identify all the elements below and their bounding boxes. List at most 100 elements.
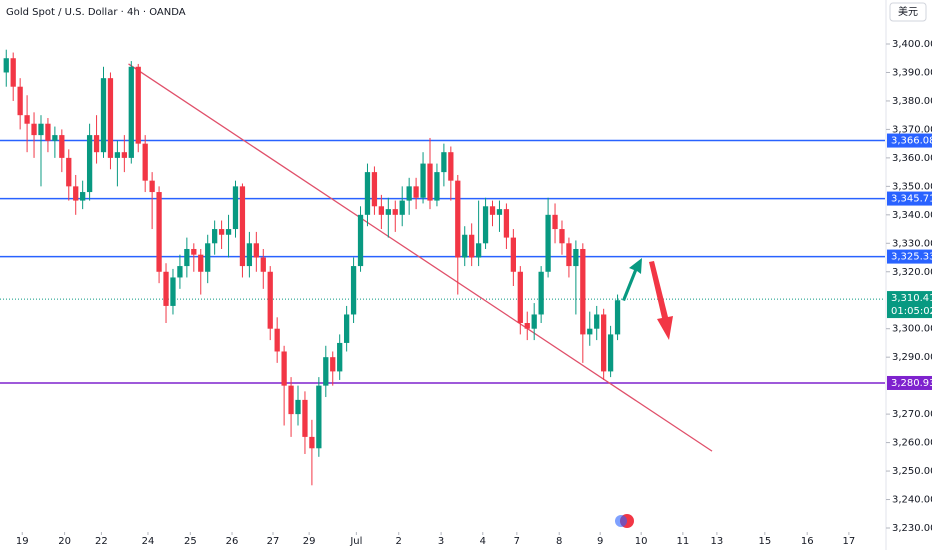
y-tick-label: 3,380.000 [892,96,932,107]
candle-body [337,342,343,372]
candle-body [163,271,169,306]
candle-body [156,192,162,272]
candle-body [552,214,558,230]
currency[interactable]: 美元 [898,5,918,18]
y-tick-label: 3,370.000 [892,124,932,135]
up-arrow [622,258,642,301]
candle-body [288,385,294,415]
x-tick-label: 19 [16,536,29,547]
y-tick-label: 3,270.000 [892,409,932,420]
candle-body [281,351,287,386]
y-tick-label: 3,360.000 [892,153,932,164]
candle-body [114,152,121,158]
candle-body [392,209,398,215]
candle-body [420,163,426,198]
x-tick-label: 4 [480,536,486,547]
y-tick-label: 3,300.000 [892,324,932,335]
x-tick-label: 17 [843,536,856,547]
candle-body [191,248,197,255]
candle-body [371,172,378,207]
candle-body [496,209,503,215]
candle-body [80,192,86,201]
candle-body [295,399,301,415]
y-tick-label: 3,260.000 [892,438,932,449]
x-tick-label: 29 [303,536,316,547]
candle-body [601,314,607,372]
candle-body [253,243,259,258]
level-label-box [887,191,932,206]
candle-body [66,157,72,187]
candle-body [170,277,176,306]
event-icon-back[interactable] [615,515,627,527]
x-tick-label: 15 [758,536,771,547]
candle-body [399,200,405,215]
x-tick-label: 11 [676,536,689,547]
candle-body [142,143,148,181]
y-tick-label: 3,400.000 [892,39,932,50]
y-tick-label: 3,350.000 [892,181,932,192]
x-tick-label: 8 [556,536,562,547]
event-icon[interactable] [615,514,634,528]
x-tick-label: 20 [58,536,71,547]
level-label: 3,325.333 [891,252,932,263]
x-tick-label: 26 [226,536,239,547]
candle-body [93,135,100,153]
currency-box[interactable] [889,2,927,22]
candle-body [31,123,37,136]
candle-body [566,243,572,267]
candle-body [594,314,600,329]
candle-body [378,206,385,215]
candle-body [225,229,232,235]
y-tick-label: 3,290.000 [892,352,932,363]
trendline [128,63,713,452]
candle-body [52,135,58,141]
y-tick-label: 3,320.000 [892,267,932,278]
candle-body [538,271,544,315]
y-tick-label: 3,250.000 [892,466,932,477]
candle-body [121,152,127,158]
candle-body [427,163,433,201]
candle-body [462,234,468,258]
x-tick-label: 24 [142,536,155,547]
candle-body [177,266,183,278]
level-label: 3,280.939 [891,378,932,389]
candle-body [448,152,454,181]
level-label: 3,366.088 [891,136,932,147]
x-tick-label: 2 [396,536,402,547]
candle-body [413,186,419,198]
candle-body [475,243,482,258]
candle-body [489,206,496,215]
x-tick-label: 22 [95,536,108,547]
x-tick-label: 27 [267,536,280,547]
candle-body [364,172,371,215]
candle-body [531,314,537,329]
candle-body [503,209,510,238]
x-tick-label: 3 [438,536,444,547]
level-label-box [887,249,932,264]
candle-body [385,209,391,215]
candle-body [3,58,9,73]
x-tick-label: Jul [349,536,362,547]
candle-body [455,180,461,258]
chart-title: Gold Spot / U.S. Dollar · 4h · OANDA [6,7,186,18]
candle-body [580,248,586,335]
candle-body [205,243,211,272]
candle-body [614,300,621,335]
candle-body [587,328,593,335]
candle-body [239,186,246,267]
level-label-box [887,133,932,148]
candle-body [350,266,357,315]
y-tick-label: 3,340.000 [892,210,932,221]
candle-body [441,152,447,173]
y-tick-label: 3,240.000 [892,495,932,506]
level-label-box [887,375,932,390]
current-price-label: 3,310.410 [891,293,932,304]
candle-body [406,186,412,201]
candle-body [517,271,523,324]
candle-body [316,385,322,449]
y-tick-label: 3,390.000 [892,67,932,78]
down-arrow [649,261,673,340]
candle-body [45,123,51,141]
candle-body [524,323,530,329]
